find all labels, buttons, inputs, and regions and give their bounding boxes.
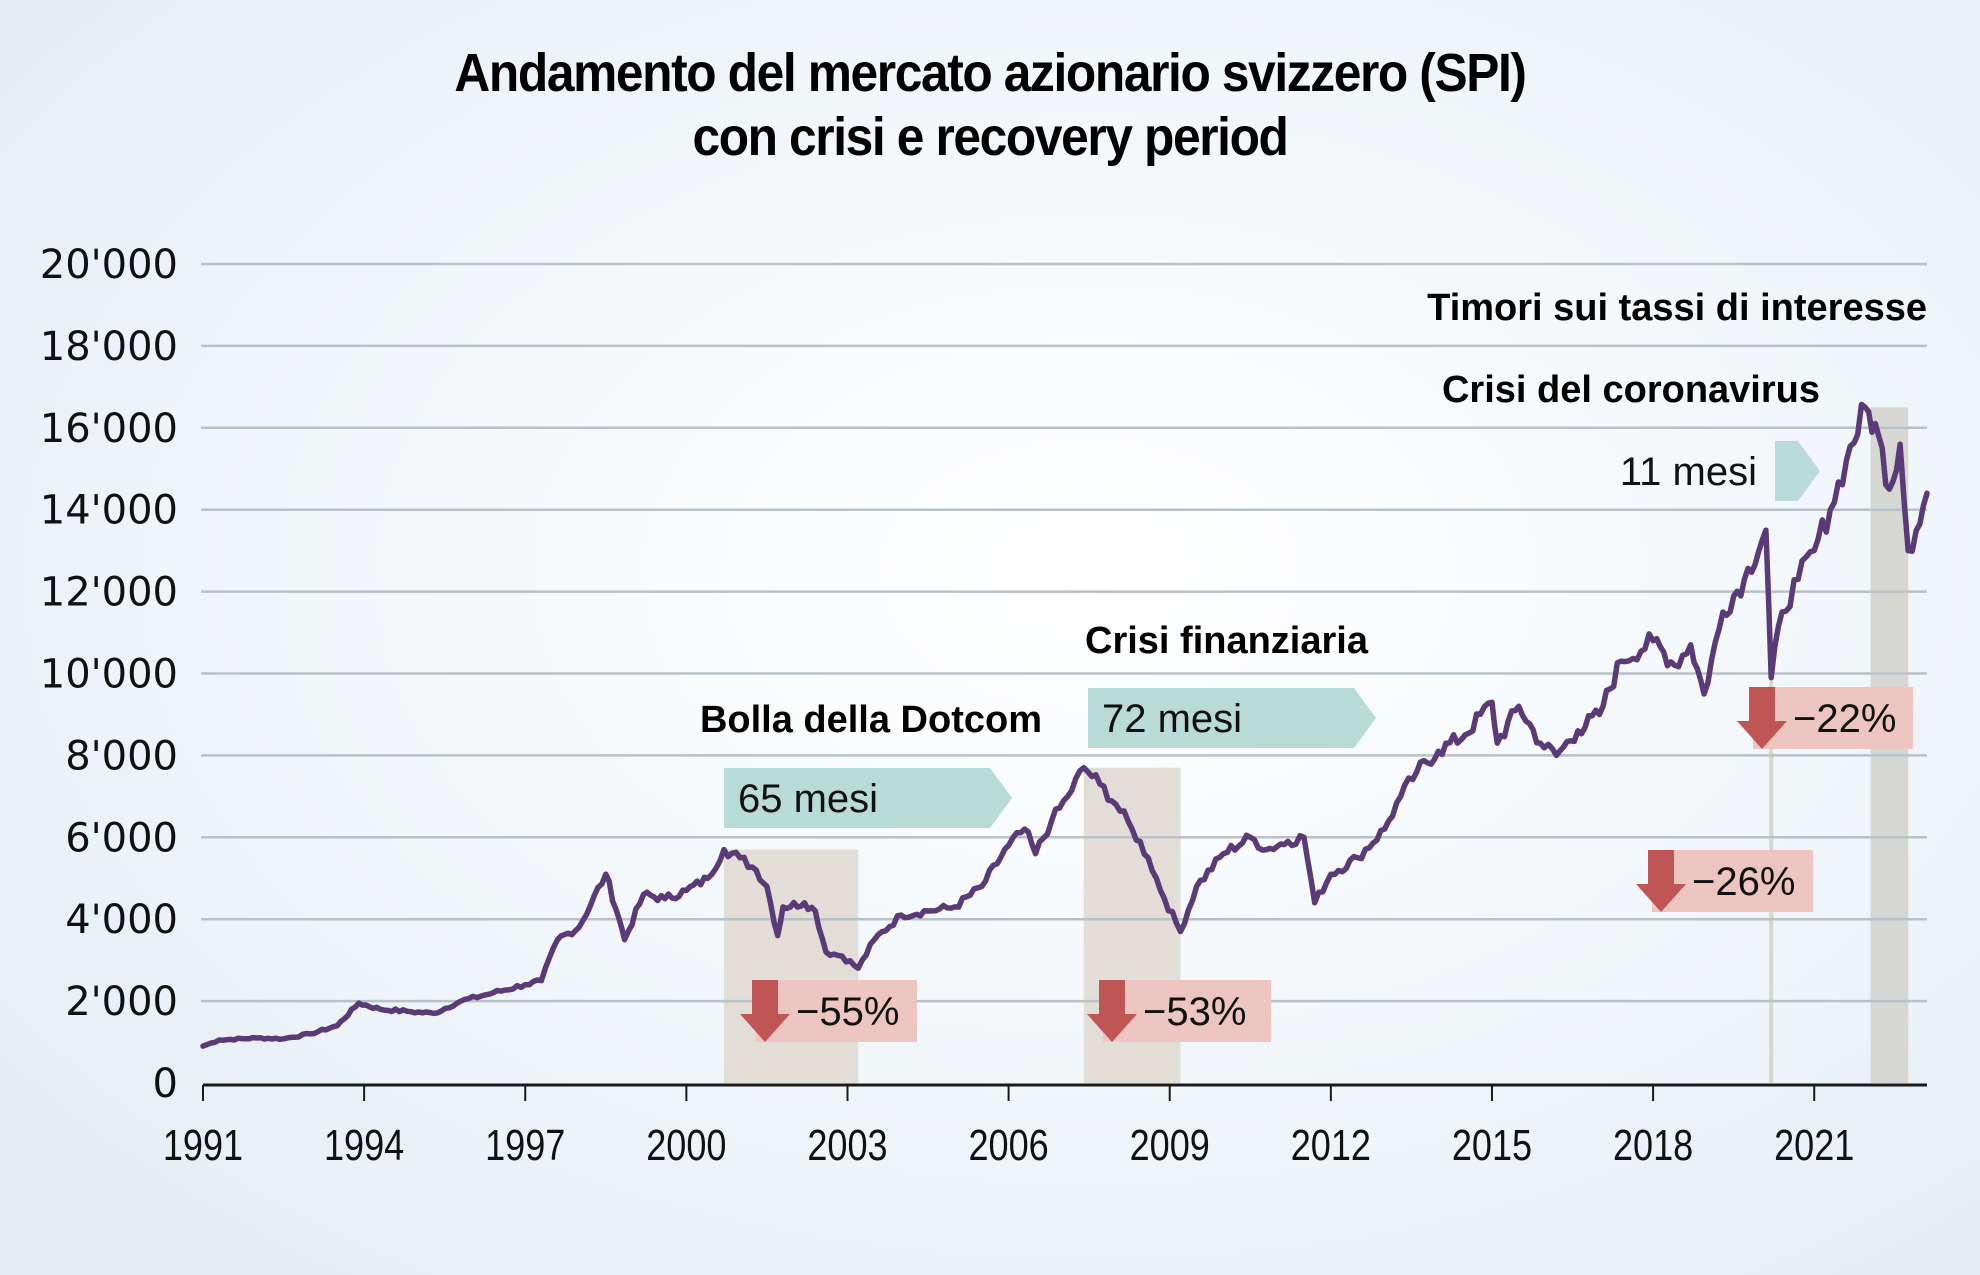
drawdown-label: −53% (1143, 990, 1246, 1034)
recovery-arrow-financial: 72 mesi (1088, 688, 1376, 748)
chart-title-line1: Andamento del mercato azionario svizzero… (454, 43, 1527, 103)
down-arrow-icon (1737, 687, 1787, 749)
drawdown-financial: −53% (1087, 980, 1271, 1042)
drawdown-box (1103, 980, 1271, 1042)
drawdown-box (1652, 850, 1813, 912)
x-tick-label: 2009 (1130, 1121, 1210, 1170)
x-tick-label: 2018 (1613, 1121, 1693, 1170)
y-tick-label: 16'000 (40, 406, 178, 452)
recovery-label: 72 mesi (1102, 697, 1242, 741)
recovery-arrow-dotcom: 65 mesi (724, 768, 1012, 828)
crisis-label-financial: Crisi finanziaria (1085, 620, 1369, 662)
y-tick-label: 12'000 (40, 570, 178, 616)
x-tick-label: 2000 (646, 1121, 726, 1170)
series-line-group (200, 401, 1930, 1049)
drawdown-coronavirus: −26% (1636, 850, 1813, 912)
x-tick-label: 2003 (807, 1121, 887, 1170)
x-tick-label: 2015 (1452, 1121, 1532, 1170)
y-tick-label: 4'000 (65, 897, 178, 943)
x-tick-label: 1997 (485, 1121, 565, 1170)
drawdown-rates: −22% (1737, 687, 1913, 749)
series-line-spi (200, 401, 1930, 1049)
drawdown-label: −55% (796, 990, 899, 1034)
x-tick-label: 2021 (1774, 1121, 1854, 1170)
crisis-band-dotcom (723, 849, 859, 1083)
y-tick-label: 18'000 (40, 324, 178, 370)
x-tick-label: 2006 (968, 1121, 1048, 1170)
crisis-label-coronavirus: Crisi del coronavirus (1442, 369, 1820, 411)
drawdown-box (756, 980, 917, 1042)
down-arrow-icon (1087, 980, 1137, 1042)
recovery-arrow-coronavirus: 11 mesi (1620, 441, 1820, 501)
y-tick-label: 2'000 (65, 979, 178, 1025)
y-tick-label: 10'000 (40, 652, 178, 698)
down-arrow-icon (1636, 850, 1686, 912)
drawdown-box (1753, 687, 1913, 749)
y-tick-label: 8'000 (65, 733, 178, 779)
y-tick-label: 20'000 (40, 242, 178, 288)
y-tick-label: 14'000 (40, 488, 178, 534)
drawdown-label: −26% (1692, 860, 1795, 904)
recovery-arrow-shape (724, 768, 1012, 828)
y-tick-label: 0 (153, 1061, 178, 1107)
x-tick-label: 2012 (1291, 1121, 1371, 1170)
gridlines (201, 262, 1927, 1003)
annotations-back: 65 mesi 72 mesi 11 mesi (724, 441, 1820, 828)
recovery-arrow-shape (1775, 441, 1820, 501)
annotations: −55% −53% −26% −22% Bolla della Dotcom Crisi … (700, 287, 1927, 1042)
x-tick-label: 1994 (324, 1121, 404, 1170)
crisis-label-rates: Timori sui tassi di interesse (1427, 287, 1927, 329)
drawdown-label: −22% (1793, 697, 1896, 741)
chart-title-line2: con crisi e recovery period (692, 107, 1288, 167)
y-tick-label: 6'000 (65, 815, 178, 861)
drawdown-dotcom: −55% (740, 980, 917, 1042)
recovery-arrow-shape (1088, 688, 1376, 748)
down-arrow-icon (740, 980, 790, 1042)
recovery-label: 11 mesi (1620, 450, 1757, 494)
axes: 0 2'000 4'000 6'000 8'000 10'000 12'000 14'000 1… (40, 242, 1927, 1170)
recovery-label: 65 mesi (738, 777, 878, 821)
crisis-label-dotcom: Bolla della Dotcom (700, 699, 1042, 741)
x-tick-label: 1991 (163, 1121, 243, 1170)
